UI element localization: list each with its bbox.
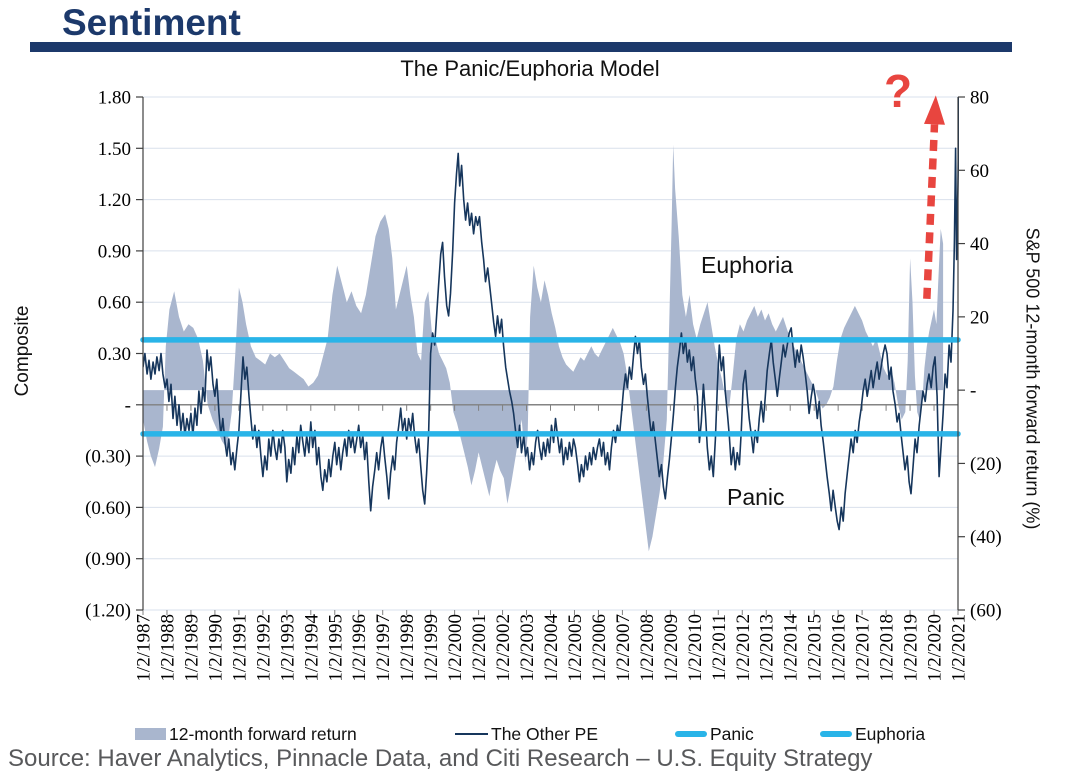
x-axis-tick-label: 1/2/1995	[325, 614, 346, 682]
x-axis-tick-label: 1/2/1996	[349, 614, 370, 682]
title-underline-bar	[30, 42, 1012, 52]
left-axis-tick-label: 0.30	[98, 344, 131, 365]
panic-line-swatch-icon	[675, 731, 707, 737]
x-axis-tick-label: 1/2/1990	[205, 614, 226, 682]
x-axis-tick-label: 1/2/1998	[397, 614, 418, 682]
euphoria-line-swatch-icon	[820, 731, 852, 737]
left-axis-tick-label: 1.50	[98, 139, 131, 160]
legend-item-panic: Panic	[675, 722, 754, 746]
legend-label: The Other PE	[491, 723, 598, 744]
right-axis-tick-label: 40	[970, 234, 989, 255]
x-axis-tick-label: 1/2/1994	[301, 614, 322, 682]
x-axis-tick-label: 1/2/2017	[853, 614, 874, 682]
legend-label: Euphoria	[855, 723, 926, 744]
left-axis-tick-label: 0.60	[98, 293, 131, 314]
x-axis-tick-label: 1/2/2011	[709, 614, 730, 681]
x-axis-tick-label: 1/2/2007	[613, 614, 634, 682]
left-axis-tick-label: 0.90	[98, 241, 131, 262]
area-swatch-icon	[135, 728, 166, 740]
right-axis-tick-label: 60	[970, 161, 989, 182]
left-axis-tick-label: 1.80	[98, 88, 131, 109]
legend: 12-month forward return The Other PE Pan…	[0, 722, 1068, 746]
x-axis-tick-label: 1/2/2014	[781, 614, 802, 682]
legend-label: Panic	[710, 723, 754, 744]
source-note: Source: Haver Analytics, Pinnacle Data, …	[8, 745, 873, 772]
x-axis-tick-label: 1/2/1987	[134, 614, 155, 682]
x-axis-tick-label: 1/2/2002	[493, 614, 514, 682]
x-axis-zero-line	[142, 404, 959, 615]
chart-title: The Panic/Euphoria Model	[400, 56, 660, 81]
right-axis-tick-label: (40)	[970, 527, 1002, 548]
x-axis-tick-label: 1/2/2009	[661, 614, 682, 682]
x-axis-tick-label: 1/2/1997	[373, 614, 394, 682]
page-title: Sentiment	[62, 2, 241, 43]
rising-arrow-icon	[923, 95, 945, 299]
left-axis-tick-label: (0.60)	[85, 498, 131, 519]
forward-return-area	[143, 144, 944, 552]
x-axis-tick-label: 1/2/2018	[877, 614, 898, 682]
x-axis-tick-label: 1/2/2000	[445, 614, 466, 682]
x-axis-tick-label: 1/2/2006	[589, 614, 610, 682]
x-axis-tick-label: 1/2/2001	[469, 614, 490, 682]
axes: 1.80 1.50 1.20 0.90 0.60 0.30 - (0.30) (0.60) (0.…	[85, 88, 1002, 682]
x-axis-tick-label: 1/2/2019	[901, 614, 922, 682]
line-swatch-icon	[455, 733, 488, 735]
right-axis-tick-label: (60)	[970, 601, 1002, 622]
annotation-panic: Panic	[727, 484, 785, 510]
x-axis-tick-label: 1/2/2004	[541, 614, 562, 682]
x-axis-tick-label: 1/2/2003	[517, 614, 538, 682]
x-axis-tick-label: 1/2/2013	[757, 614, 778, 682]
x-axis-tick-label: 1/2/2020	[925, 614, 946, 682]
right-axis-tick-label: -	[970, 381, 976, 402]
x-axis-tick-label: 1/2/1992	[253, 614, 274, 682]
legend-item-euphoria: Euphoria	[820, 722, 925, 746]
right-axis-tick-label: 20	[970, 307, 989, 328]
left-axis-tick-label: -	[125, 395, 131, 416]
x-axis-tick-label: 1/2/1989	[181, 614, 202, 682]
legend-item-other-pe: The Other PE	[455, 722, 598, 746]
legend-label: 12-month forward return	[169, 723, 357, 744]
left-axis-tick-label: 1.20	[98, 190, 131, 211]
annotation-question-mark: ?	[884, 65, 913, 117]
x-axis-tick-label: 1/2/2015	[805, 614, 826, 682]
x-axis-tick-label: 1/2/2008	[637, 614, 658, 682]
x-axis-tick-label: 1/2/1993	[277, 614, 298, 682]
x-axis-tick-label: 1/2/2005	[565, 614, 586, 682]
annotation-euphoria: Euphoria	[701, 252, 794, 278]
x-axis-tick-label: 1/2/2012	[733, 614, 754, 682]
x-axis-tick-label: 1/2/2010	[685, 614, 706, 682]
x-axis-tick-label: 1/2/2021	[949, 614, 970, 682]
right-axis-tick-label: 80	[970, 88, 989, 109]
legend-item-forward-return: 12-month forward return	[135, 722, 357, 746]
left-axis-tick-label: (0.30)	[85, 447, 131, 468]
left-axis-tick-label: (1.20)	[85, 601, 131, 622]
right-axis-tick-label: (20)	[970, 454, 1002, 475]
x-axis-tick-label: 1/2/1988	[157, 614, 178, 682]
x-axis-tick-label: 1/2/1991	[229, 614, 250, 682]
left-axis-tick-label: (0.90)	[85, 549, 131, 570]
x-axis-tick-label: 1/2/2016	[829, 614, 850, 682]
x-axis-tick-label: 1/2/1999	[421, 614, 442, 682]
